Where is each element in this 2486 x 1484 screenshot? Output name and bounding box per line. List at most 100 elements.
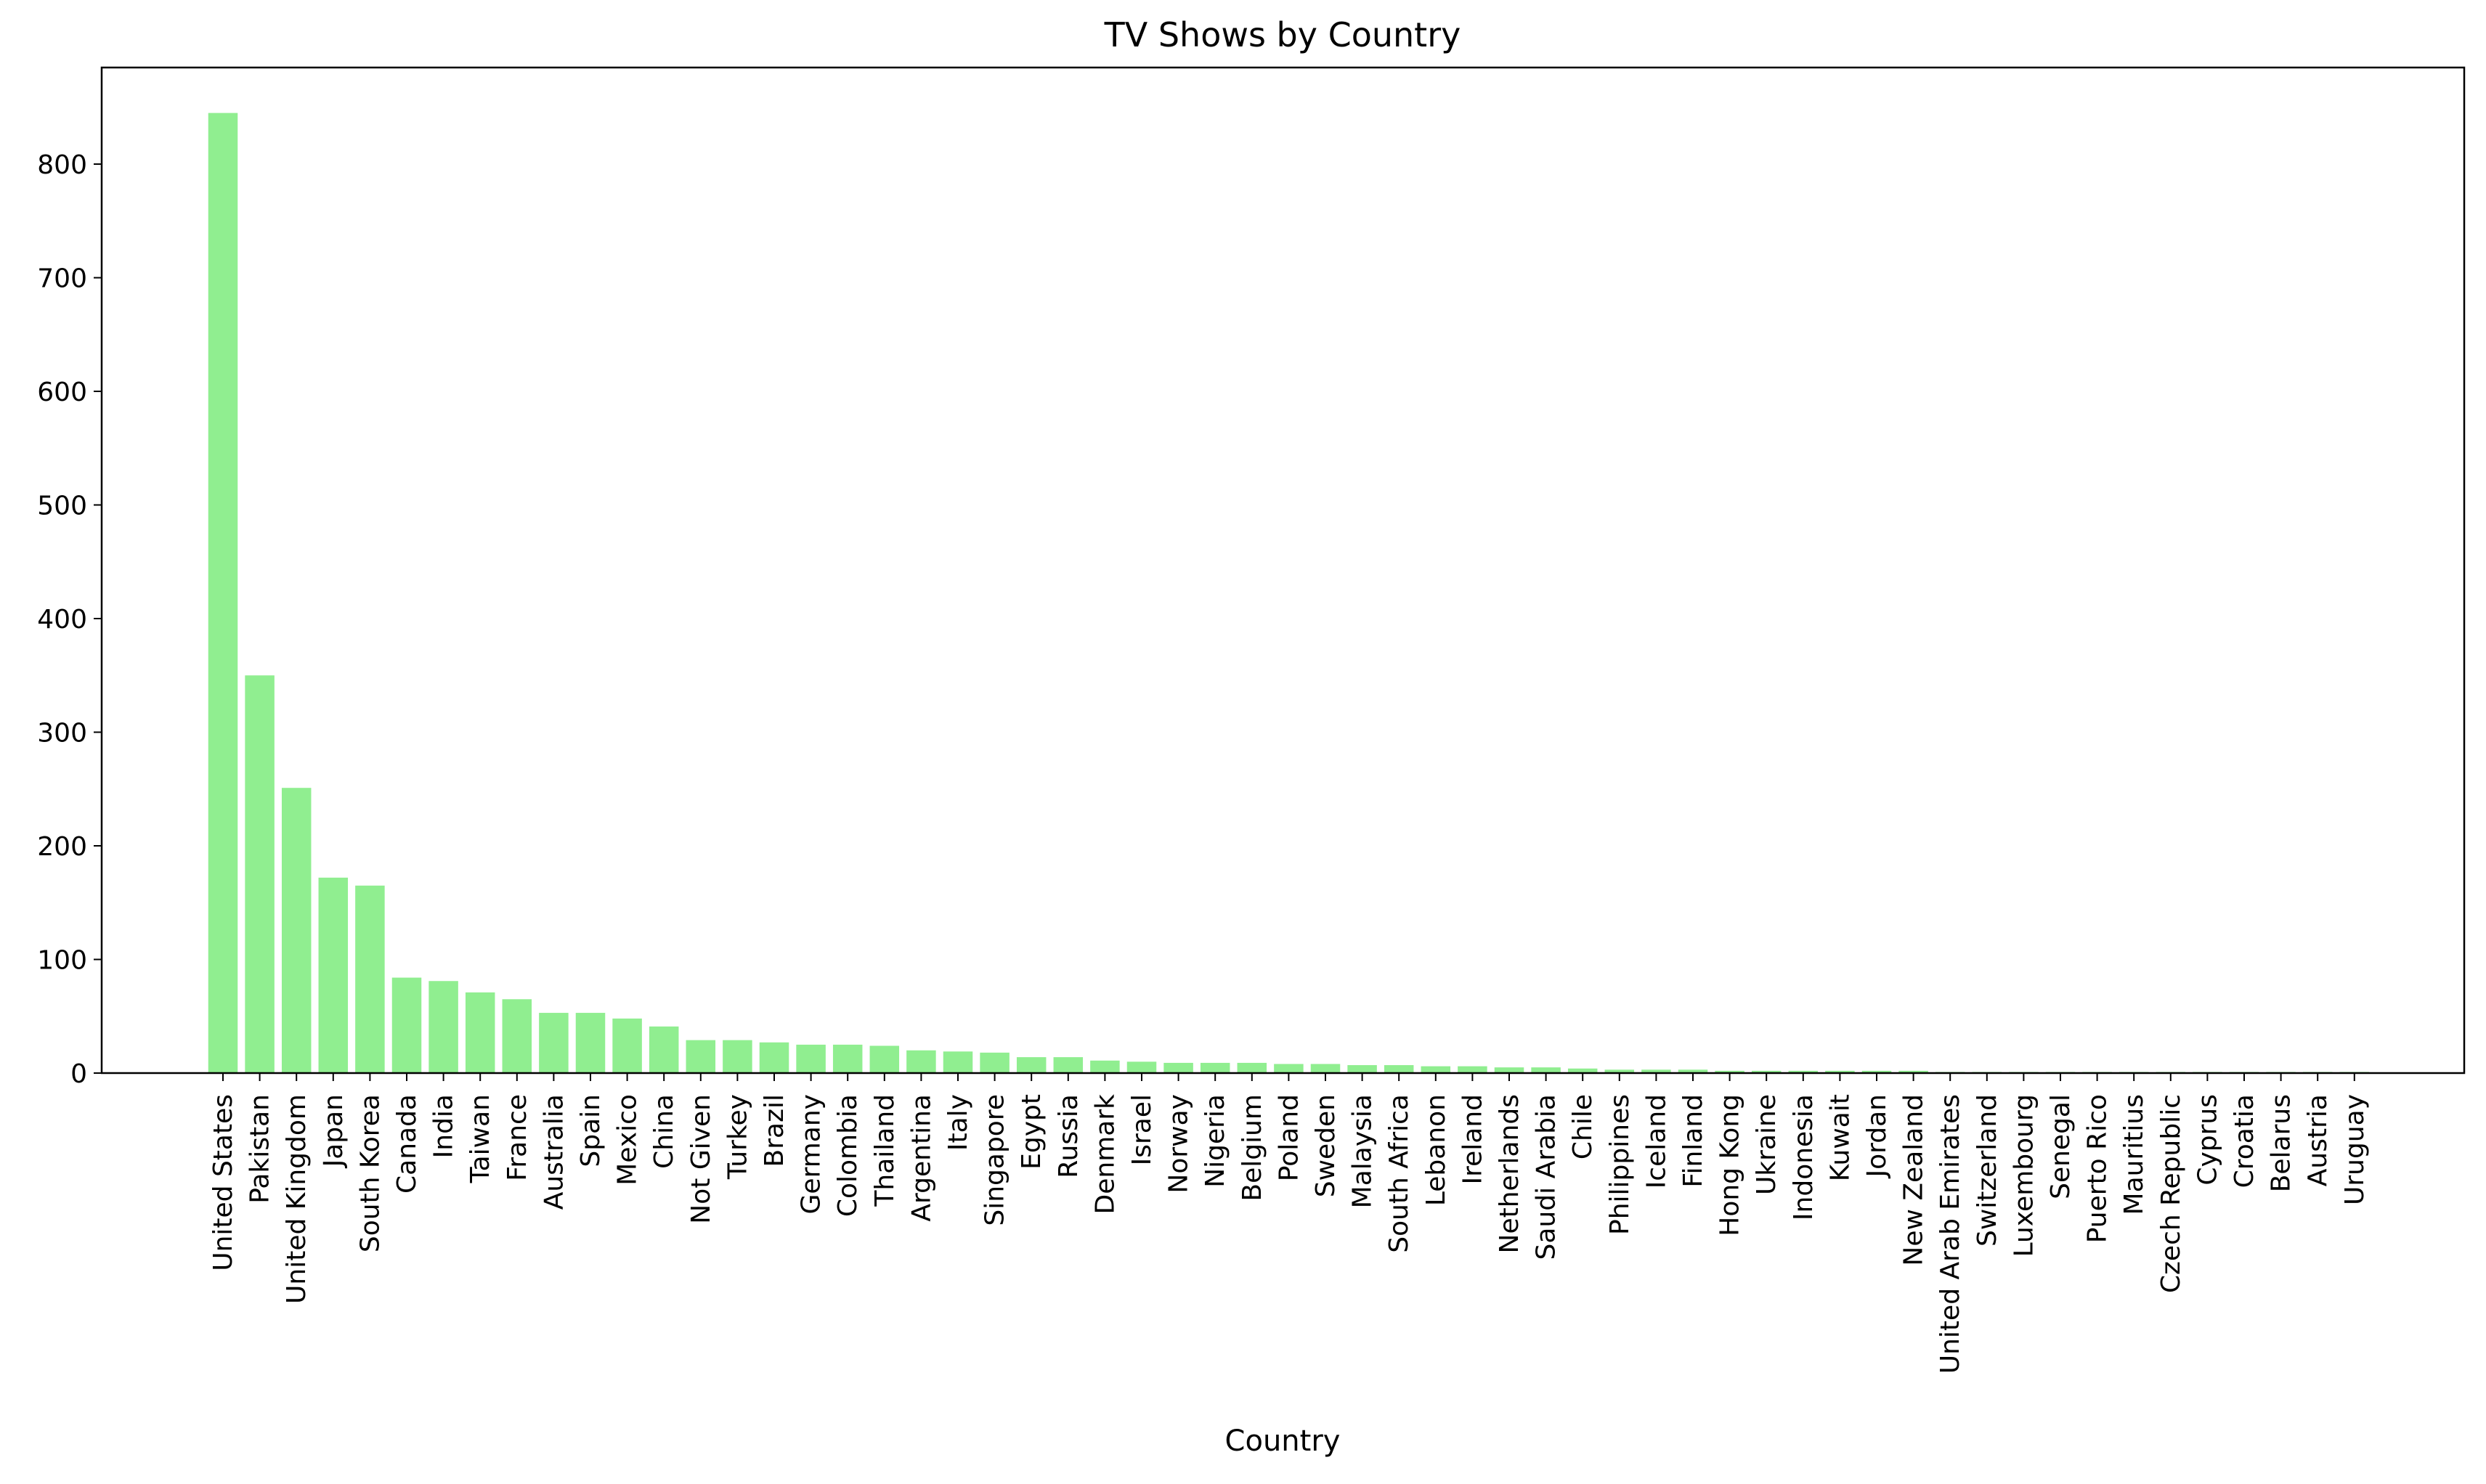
- x-tick-label: United Arab Emirates: [1935, 1094, 1965, 1374]
- bar: [1641, 1069, 1671, 1073]
- x-tick-label: Australia: [539, 1094, 569, 1210]
- bar: [612, 1018, 642, 1073]
- bar: [465, 992, 495, 1073]
- x-tick-label: Indonesia: [1789, 1094, 1819, 1220]
- x-tick-label: Nigeria: [1201, 1094, 1230, 1188]
- bar: [1384, 1065, 1414, 1073]
- x-tick-label: Norway: [1164, 1094, 1194, 1194]
- x-tick-label: Spain: [576, 1094, 606, 1167]
- x-tick-label: Chile: [1568, 1094, 1598, 1159]
- x-tick-label: Ireland: [1458, 1094, 1487, 1185]
- x-tick-label: Italy: [943, 1094, 973, 1151]
- bar: [1788, 1070, 1819, 1073]
- x-tick-label: Netherlands: [1495, 1094, 1524, 1253]
- x-tick-label: Colombia: [833, 1094, 863, 1217]
- bar: [1347, 1065, 1377, 1073]
- x-tick-label: Mauritius: [2119, 1094, 2149, 1215]
- x-tick-label: Croatia: [2230, 1094, 2259, 1188]
- y-tick-label: 500: [37, 492, 87, 521]
- bar: [723, 1040, 752, 1073]
- bar: [1163, 1062, 1193, 1073]
- y-axis-ticks: 0 100 200 300 400 500 600 700 800: [37, 150, 102, 1089]
- bar: [1531, 1067, 1561, 1073]
- y-tick-label: 100: [37, 946, 87, 976]
- bar: [1458, 1066, 1487, 1073]
- x-tick-label: Austria: [2303, 1094, 2333, 1186]
- bar: [1310, 1064, 1341, 1073]
- bar: [502, 999, 532, 1073]
- x-tick-label: Luxembourg: [2009, 1094, 2039, 1257]
- y-tick-label: 600: [37, 378, 87, 407]
- bar: [832, 1044, 863, 1073]
- x-tick-label: Singapore: [980, 1094, 1010, 1226]
- x-tick-label: South Africa: [1384, 1094, 1414, 1253]
- bar: [906, 1050, 936, 1073]
- x-tick-label: Russia: [1054, 1094, 1084, 1178]
- bar: [1751, 1070, 1782, 1073]
- bar: [1053, 1057, 1084, 1073]
- bar: [1274, 1064, 1304, 1073]
- bar: [208, 113, 238, 1074]
- bar: [649, 1026, 679, 1073]
- x-tick-label: Uruguay: [2340, 1094, 2370, 1205]
- x-tick-label: Argentina: [906, 1094, 936, 1222]
- y-tick-label: 800: [37, 150, 87, 180]
- y-tick-label: 200: [37, 832, 87, 862]
- bars-layer: [208, 113, 2370, 1074]
- x-tick-label: Ukraine: [1752, 1094, 1782, 1195]
- bar: [1237, 1062, 1267, 1073]
- bar: [1567, 1068, 1598, 1073]
- x-axis-ticks: United States Pakistan United Kingdom Japan…: [208, 1073, 2370, 1374]
- bar: [318, 877, 349, 1073]
- bar: [1090, 1060, 1120, 1073]
- x-tick-label: Malaysia: [1348, 1094, 1378, 1208]
- x-tick-label: United States: [208, 1094, 238, 1271]
- x-tick-label: Belgium: [1238, 1094, 1267, 1202]
- x-tick-label: India: [429, 1094, 459, 1158]
- bar: [1898, 1070, 1928, 1073]
- x-tick-label: Denmark: [1090, 1094, 1120, 1215]
- x-tick-label: Czech Republic: [2156, 1094, 2186, 1293]
- x-tick-label: Hong Kong: [1715, 1094, 1745, 1236]
- bar: [869, 1045, 900, 1073]
- bar: [428, 981, 458, 1073]
- bar: [575, 1013, 606, 1073]
- x-tick-label: United Kingdom: [282, 1094, 312, 1304]
- x-tick-label: Taiwan: [466, 1094, 495, 1183]
- bar: [1421, 1066, 1451, 1073]
- bar: [796, 1044, 826, 1073]
- x-tick-label: Jordan: [1862, 1094, 1892, 1179]
- y-tick-label: 400: [37, 605, 87, 635]
- bar: [686, 1040, 716, 1073]
- bar: [1678, 1069, 1708, 1073]
- x-tick-label: Cyprus: [2193, 1094, 2222, 1186]
- bar: [1200, 1062, 1230, 1073]
- bar: [759, 1042, 789, 1073]
- x-tick-label: France: [503, 1094, 532, 1181]
- plot-frame: [100, 66, 2466, 1075]
- x-tick-label: Senegal: [2046, 1094, 2076, 1199]
- x-tick-label: South Korea: [355, 1094, 385, 1252]
- x-tick-label: Turkey: [723, 1094, 752, 1180]
- x-tick-label: China: [649, 1094, 679, 1169]
- bar: [1126, 1061, 1157, 1073]
- x-tick-label: Egypt: [1017, 1094, 1047, 1170]
- x-tick-label: Belarus: [2267, 1094, 2296, 1192]
- x-tick-label: Pakistan: [245, 1094, 275, 1204]
- x-tick-label: Lebanon: [1421, 1094, 1451, 1206]
- bar: [1016, 1057, 1047, 1073]
- bar: [1604, 1069, 1635, 1073]
- y-tick-label: 700: [37, 264, 87, 294]
- bar: [1494, 1067, 1524, 1073]
- x-tick-label: Poland: [1274, 1094, 1304, 1181]
- x-tick-label: Canada: [392, 1094, 422, 1194]
- chart-title: TV Shows by Country: [1104, 15, 1461, 54]
- bar: [245, 675, 275, 1073]
- x-tick-label: Brazil: [760, 1094, 789, 1167]
- bar: [1715, 1070, 1744, 1073]
- x-tick-label: Iceland: [1641, 1094, 1671, 1189]
- x-tick-label: Saudi Arabia: [1532, 1094, 1561, 1260]
- x-tick-label: Japan: [319, 1094, 349, 1168]
